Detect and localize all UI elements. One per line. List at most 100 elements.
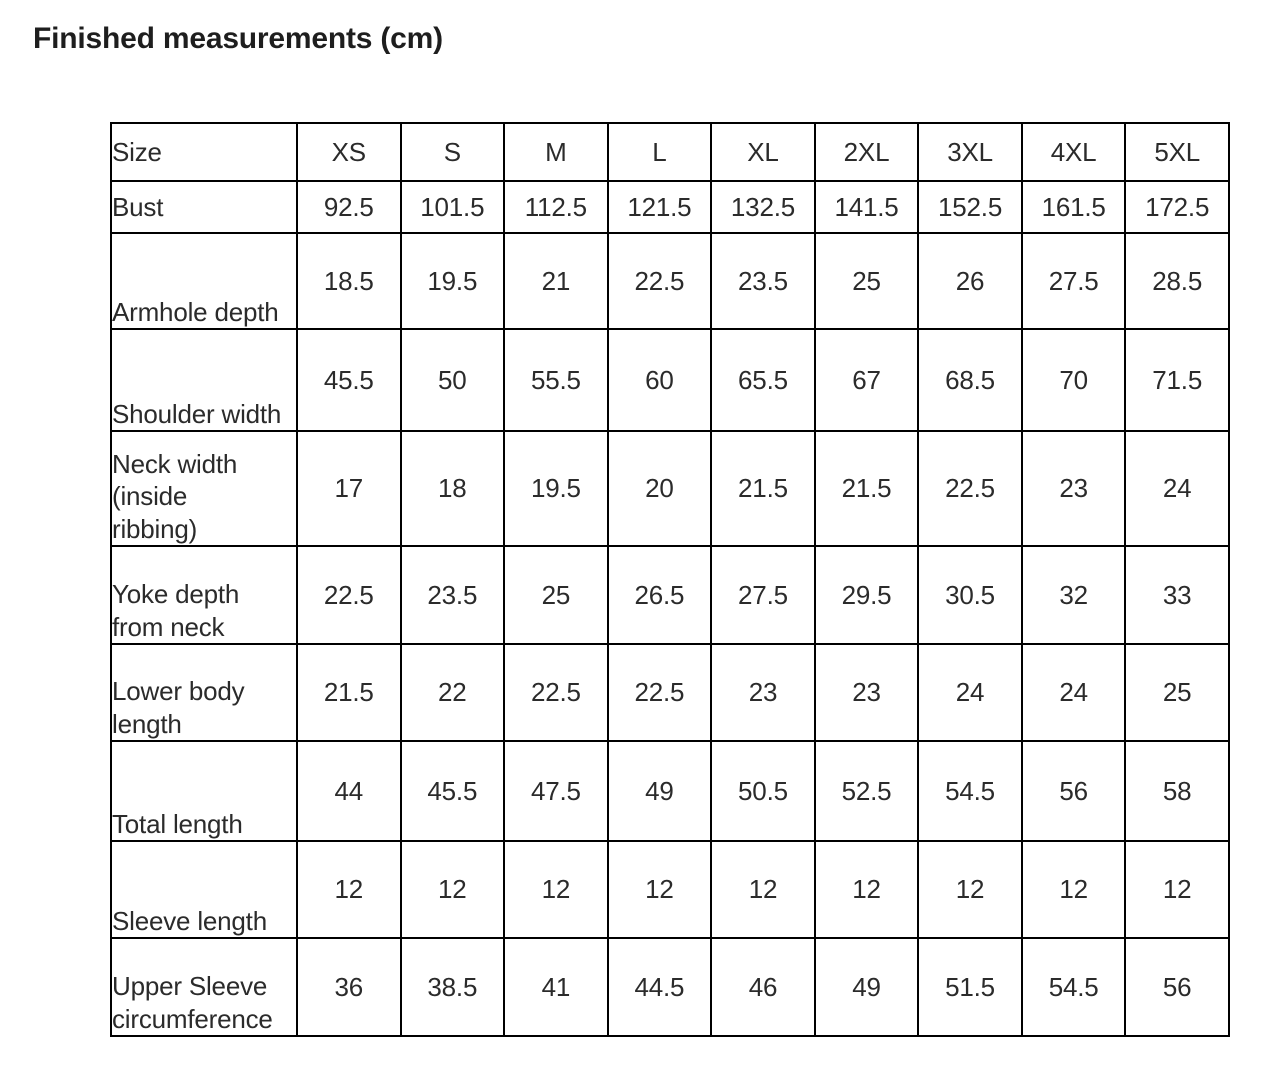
value-cell: 49 [606, 740, 713, 842]
row-label-line: Yoke depth [112, 579, 240, 609]
column-header-cell: L [606, 122, 713, 182]
value-cell: 32 [1020, 545, 1127, 645]
value-cell: 92.5 [296, 180, 402, 234]
column-header-cell: XS [296, 122, 402, 182]
page-title: Finished measurements (cm) [33, 22, 443, 55]
value-cell: 55.5 [503, 328, 609, 432]
value-cell: 21 [503, 232, 609, 330]
table-row: Armhole depth 18.5 19.5 21 22.5 23.5 25 26 27.5 2… [110, 232, 1230, 330]
value-cell: 45.5 [296, 328, 402, 432]
value-cell: 46 [710, 937, 816, 1037]
value-cell: 65.5 [710, 328, 816, 432]
value-cell: 121.5 [606, 180, 713, 234]
row-label-line: from neck [112, 611, 225, 642]
value-cell: 54.5 [1020, 937, 1127, 1037]
value-cell: 29.5 [813, 545, 920, 645]
value-cell: 22.5 [296, 545, 402, 645]
row-label-cell: Shoulder width [110, 328, 298, 432]
value-cell: 51.5 [917, 937, 1023, 1037]
value-cell: 12 [606, 840, 713, 939]
value-cell: 22 [399, 643, 506, 742]
value-cell: 36 [296, 937, 402, 1037]
row-label-line: length [112, 708, 182, 739]
value-cell: 25 [503, 545, 609, 645]
value-cell: 25 [1124, 643, 1230, 742]
value-cell: 44 [296, 740, 402, 842]
value-cell: 19.5 [399, 232, 506, 330]
row-label-line: Shoulder width [112, 398, 282, 429]
value-cell: 23 [1020, 430, 1127, 547]
row-label-cell: Lower body length [110, 643, 298, 742]
value-cell: 27.5 [710, 545, 816, 645]
value-cell: 47.5 [503, 740, 609, 842]
value-cell: 25 [813, 232, 920, 330]
column-header-cell: S [399, 122, 506, 182]
value-cell: 20 [606, 430, 713, 547]
column-header-cell: 3XL [917, 122, 1023, 182]
table-row: Sleeve length 12 12 12 12 12 12 12 12 12 [110, 840, 1230, 939]
row-label-cell: Sleeve length [110, 840, 298, 939]
value-cell: 24 [1020, 643, 1127, 742]
value-cell: 141.5 [813, 180, 920, 234]
value-cell: 52.5 [813, 740, 920, 842]
row-label-line: Total length [112, 808, 243, 839]
value-cell: 22.5 [503, 643, 609, 742]
column-header-cell: 4XL [1020, 122, 1127, 182]
row-label-line: Lower body [112, 676, 245, 706]
row-label-cell: Neck width (inside ribbing) [110, 430, 298, 547]
column-header-cell: 5XL [1124, 122, 1230, 182]
value-cell: 18.5 [296, 232, 402, 330]
row-label-line: Neck width [112, 448, 238, 479]
value-cell: 26.5 [606, 545, 713, 645]
value-cell: 26 [917, 232, 1023, 330]
value-cell: 54.5 [917, 740, 1023, 842]
measurements-table: Size XS S M L XL 2XL 3XL 4XL 5XL Bust 92.5 101.5 112… [110, 122, 1230, 1037]
value-cell: 12 [1020, 840, 1127, 939]
value-cell: 49 [813, 937, 920, 1037]
value-cell: 21.5 [813, 430, 920, 547]
row-label-line: Upper Sleeve [112, 971, 268, 1001]
value-cell: 24 [917, 643, 1023, 742]
value-cell: 56 [1020, 740, 1127, 842]
row-label-cell: Bust [110, 180, 298, 234]
value-cell: 112.5 [503, 180, 609, 234]
table-row: Lower body length 21.5 22 22.5 22.5 23 23 24 24 25 [110, 643, 1230, 742]
value-cell: 12 [1124, 840, 1230, 939]
value-cell: 101.5 [399, 180, 506, 234]
value-cell: 12 [503, 840, 609, 939]
value-cell: 50.5 [710, 740, 816, 842]
value-cell: 12 [917, 840, 1023, 939]
row-label-line: circumference [112, 1003, 273, 1034]
value-cell: 12 [710, 840, 816, 939]
value-cell: 50 [399, 328, 506, 432]
row-label-line: (inside [112, 481, 188, 511]
row-label-line: Armhole depth [112, 296, 279, 327]
value-cell: 27.5 [1020, 232, 1127, 330]
value-cell: 172.5 [1124, 180, 1230, 234]
value-cell: 58 [1124, 740, 1230, 842]
value-cell: 45.5 [399, 740, 506, 842]
measurements-table-header: Size XS S M L XL 2XL 3XL 4XL 5XL [110, 122, 1230, 182]
value-cell: 33 [1124, 545, 1230, 645]
row-label-line: Bust [112, 191, 164, 222]
value-cell: 56 [1124, 937, 1230, 1037]
value-cell: 23.5 [710, 232, 816, 330]
value-cell: 23 [710, 643, 816, 742]
value-cell: 21.5 [296, 643, 402, 742]
table-row: Yoke depth from neck 22.5 23.5 25 26.5 27.5 29.… [110, 545, 1230, 645]
value-cell: 60 [606, 328, 713, 432]
table-row: Neck width (inside ribbing) 17 18 19.5 20 21.5 2… [110, 430, 1230, 547]
column-header-cell: M [503, 122, 609, 182]
table-row: Total length 44 45.5 47.5 49 50.5 52.5 54.5 56 58 [110, 740, 1230, 842]
corner-header-cell: Size [110, 122, 298, 182]
column-header-cell: XL [710, 122, 816, 182]
value-cell: 161.5 [1020, 180, 1127, 234]
value-cell: 18 [399, 430, 506, 547]
value-cell: 12 [399, 840, 506, 939]
header-row: Size XS S M L XL 2XL 3XL 4XL 5XL [110, 122, 1230, 182]
table-row: Upper Sleeve circumference 36 38.5 41 44.5 46 4… [110, 937, 1230, 1037]
row-label-cell: Yoke depth from neck [110, 545, 298, 645]
value-cell: 44.5 [606, 937, 713, 1037]
value-cell: 22.5 [917, 430, 1023, 547]
column-header-cell: 2XL [813, 122, 920, 182]
